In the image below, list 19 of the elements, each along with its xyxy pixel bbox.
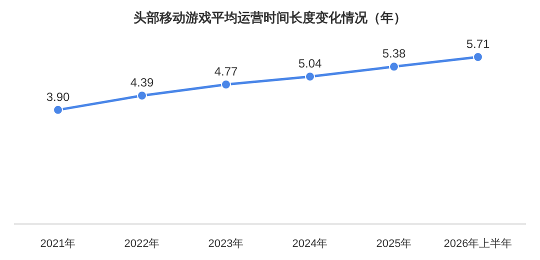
x-tick-label: 2022年: [124, 238, 160, 250]
chart-title: 头部移动游戏平均运营时间长度变化情况（年）: [134, 10, 406, 25]
x-tick-label: 2024年: [292, 238, 328, 250]
point: [53, 104, 63, 115]
point: [305, 72, 315, 82]
data-label: 3.90: [46, 90, 70, 104]
data-label: 5.38: [382, 46, 406, 61]
x-tick-label: 2026年上半年: [444, 237, 512, 250]
point: [389, 62, 399, 72]
point: [221, 79, 231, 90]
x-tick-label: 2021年: [40, 238, 76, 250]
data-label: 5.04: [298, 56, 322, 71]
data-label: 5.71: [466, 37, 490, 51]
data-label: 4.77: [214, 64, 238, 78]
point: [137, 90, 147, 101]
x-tick-label: 2023年: [208, 238, 244, 250]
x-tick-label: 2025年: [376, 238, 412, 250]
data-label: 4.39: [130, 76, 154, 90]
point: [473, 52, 483, 62]
